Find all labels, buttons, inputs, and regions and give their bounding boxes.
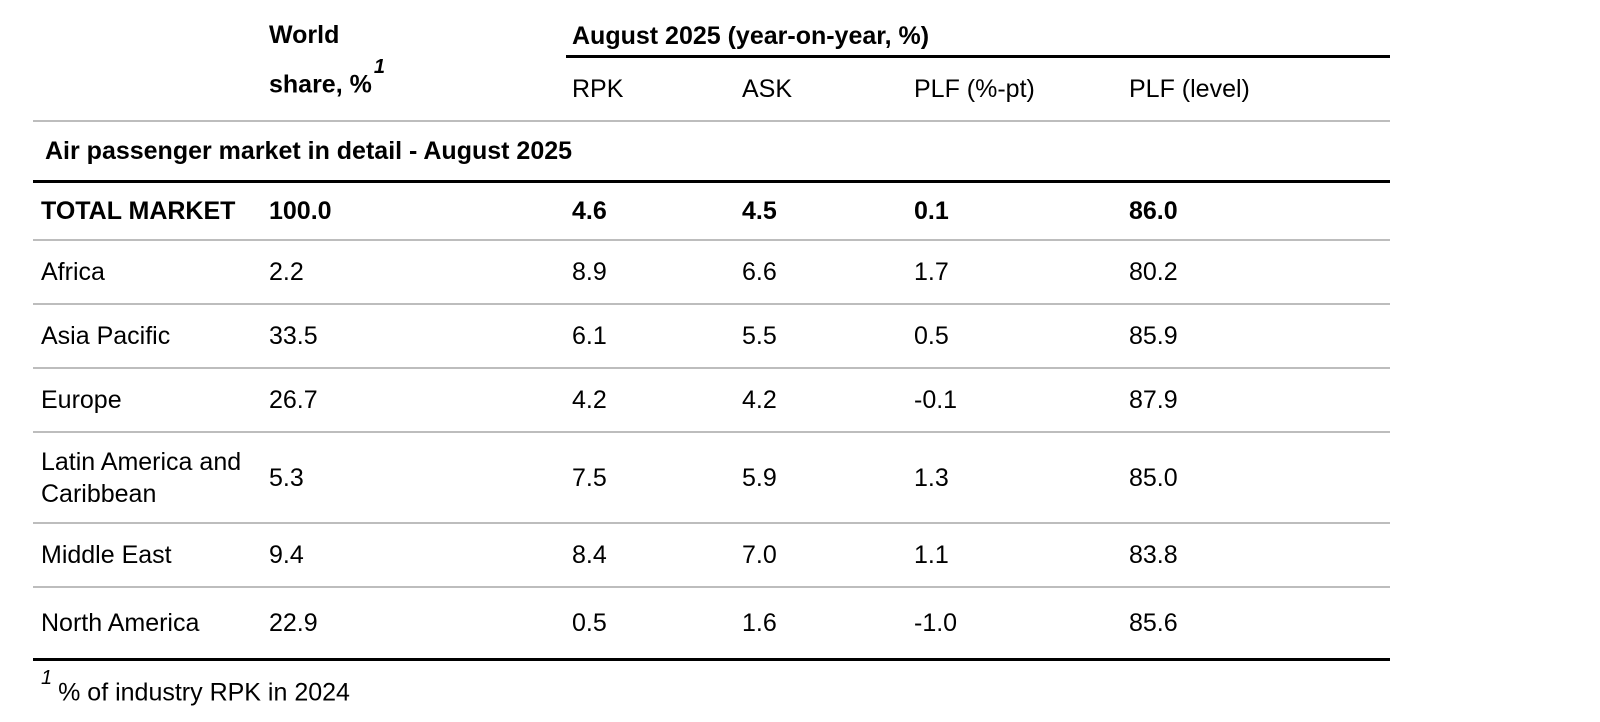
rpk-value: 0.5 xyxy=(572,609,607,637)
table-row-middle-east: Middle East 9.4 8.4 7.0 1.1 83.8 xyxy=(33,524,1390,588)
table-row-latin-america-and-caribbean: Latin America and Caribbean 5.3 7.5 5.9 … xyxy=(33,433,1390,524)
table-row-europe: Europe 26.7 4.2 4.2 -0.1 87.9 xyxy=(33,369,1390,433)
table-row-total-market: TOTAL MARKET 100.0 4.6 4.5 0.1 86.0 xyxy=(33,183,1390,241)
plf-pt-value: 1.7 xyxy=(914,258,949,286)
footnote: 1% of industry RPK in 2024 xyxy=(33,667,1390,707)
plf-level-value: 80.2 xyxy=(1129,258,1178,286)
header-blank-cell xyxy=(33,0,263,120)
ask-value: 4.2 xyxy=(742,386,777,414)
plf-level-value: 87.9 xyxy=(1129,386,1178,414)
plf-pt-value: -0.1 xyxy=(914,386,958,414)
rpk-value: 6.1 xyxy=(572,322,607,350)
plf-pt-value: 1.1 xyxy=(914,541,949,569)
plf-level-value: 85.9 xyxy=(1129,322,1178,350)
world-share-value: 33.5 xyxy=(269,322,318,350)
table-header: World share, %1 August 2025 (year-on-yea… xyxy=(33,0,1390,122)
row-label: Africa xyxy=(41,258,105,286)
world-share-value: 100.0 xyxy=(269,197,332,225)
world-share-value: 22.9 xyxy=(269,609,318,637)
plf-level-value: 85.0 xyxy=(1129,463,1178,492)
rpk-value: 8.9 xyxy=(572,258,607,286)
row-label: North America xyxy=(41,609,200,637)
column-header-plf-level: PLF (level) xyxy=(1129,74,1250,103)
world-share-value: 2.2 xyxy=(269,258,304,286)
group-header-august-2025: August 2025 (year-on-year, %) xyxy=(566,0,1390,58)
ask-value: 7.0 xyxy=(742,541,777,569)
rpk-value: 4.2 xyxy=(572,386,607,414)
section-title-row: Air passenger market in detail - August … xyxy=(33,122,1390,183)
column-header-rpk: RPK xyxy=(572,74,624,103)
ask-value: 5.5 xyxy=(742,322,777,350)
row-label: TOTAL MARKET xyxy=(41,197,236,225)
rpk-value: 7.5 xyxy=(572,463,607,492)
table-row-asia-pacific: Asia Pacific 33.5 6.1 5.5 0.5 85.9 xyxy=(33,305,1390,369)
world-share-header-line1: World xyxy=(269,21,340,50)
rpk-value: 8.4 xyxy=(572,541,607,569)
footnote-text: % of industry RPK in 2024 xyxy=(58,678,350,707)
world-share-value: 5.3 xyxy=(269,463,304,492)
plf-level-value: 86.0 xyxy=(1129,197,1178,225)
world-share-value: 26.7 xyxy=(269,386,318,414)
ask-value: 1.6 xyxy=(742,609,777,637)
plf-level-value: 85.6 xyxy=(1129,609,1178,637)
footnote-marker: 1 xyxy=(41,667,53,689)
world-share-column-header: World share, %1 xyxy=(263,14,566,105)
table-row-africa: Africa 2.2 8.9 6.6 1.7 80.2 xyxy=(33,241,1390,305)
document-page: World share, %1 August 2025 (year-on-yea… xyxy=(33,0,1390,707)
plf-pt-value: 0.1 xyxy=(914,197,949,225)
section-title: Air passenger market in detail - August … xyxy=(45,136,573,165)
column-header-ask: ASK xyxy=(742,74,793,103)
ask-value: 4.5 xyxy=(742,197,777,225)
world-share-header-line2: share, %1 xyxy=(269,56,385,99)
ask-value: 5.9 xyxy=(742,463,777,492)
table-row-north-america: North America 22.9 0.5 1.6 -1.0 85.6 xyxy=(33,588,1390,661)
plf-pt-value: 0.5 xyxy=(914,322,949,350)
plf-level-value: 83.8 xyxy=(1129,541,1178,569)
ask-value: 6.6 xyxy=(742,258,777,286)
world-share-value: 9.4 xyxy=(269,541,304,569)
world-share-footnote-marker: 1 xyxy=(373,56,385,79)
column-header-plf-pt: PLF (%-pt) xyxy=(914,74,1035,103)
plf-pt-value: -1.0 xyxy=(914,609,958,637)
row-label: Europe xyxy=(41,386,122,414)
air-passenger-market-table: World share, %1 August 2025 (year-on-yea… xyxy=(33,0,1390,707)
row-label: Middle East xyxy=(41,541,172,569)
plf-pt-value: 1.3 xyxy=(914,463,949,492)
row-label: Latin America and Caribbean xyxy=(41,447,242,508)
rpk-value: 4.6 xyxy=(572,197,607,225)
row-label: Asia Pacific xyxy=(41,322,171,350)
